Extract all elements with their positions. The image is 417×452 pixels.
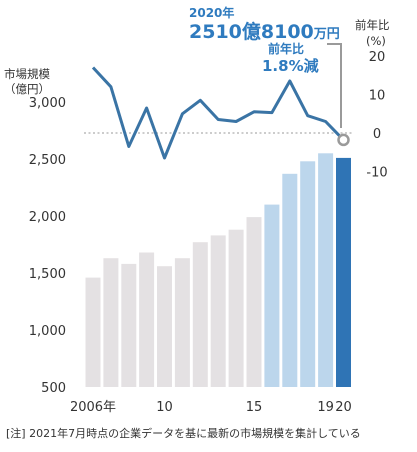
callout-value-number: 2510億8100 — [189, 20, 314, 43]
bar-series — [85, 153, 351, 387]
callout-leader-line — [327, 43, 342, 128]
x-tick-label: 2006年 — [70, 400, 116, 415]
x-tick-label: 15 — [246, 400, 263, 415]
right-tick-label: 0 — [373, 127, 381, 142]
callout-value: 2510億8100万円 — [189, 20, 340, 43]
right-axis-title-line2: (%) — [366, 34, 386, 48]
callout-change-value: 1.8%減 — [262, 57, 319, 75]
bar-2006 — [85, 277, 101, 387]
left-axis-ticks: 500 1,000 1,500 2,000 2,500 3,000 — [29, 96, 66, 396]
left-tick-label: 2,500 — [29, 153, 66, 168]
bar-2016 — [264, 204, 280, 387]
bar-2020 — [336, 157, 351, 387]
x-axis-ticks: 2006年 10 15 19 20 — [70, 400, 352, 415]
left-tick-label: 1,000 — [29, 324, 66, 339]
left-axis-title-line1: 市場規模 — [4, 67, 50, 81]
bar-2019 — [318, 153, 334, 387]
callout-value-unit: 万円 — [313, 27, 340, 42]
bar-2014 — [228, 229, 244, 387]
bar-2015 — [246, 217, 262, 387]
bar-2007 — [103, 258, 119, 387]
right-axis-ticks: -10 0 10 20 — [366, 50, 387, 181]
callout: 2020年 2510億8100万円 前年比 1.8%減 — [189, 5, 350, 147]
right-tick-label: 20 — [369, 50, 386, 65]
left-axis-title-line2: （億円） — [4, 82, 50, 96]
market-size-chart: 500 1,000 1,500 2,000 2,500 3,000 -10 0 10 20 20… — [4, 5, 390, 415]
right-tick-label: 10 — [369, 89, 386, 104]
bar-2018 — [300, 161, 316, 387]
bar-2010 — [157, 266, 172, 387]
yoy-change-line — [91, 66, 345, 160]
x-tick-label: 10 — [156, 400, 173, 415]
bar-2012 — [192, 242, 208, 387]
bar-2008 — [121, 263, 137, 387]
x-tick-label: 20 — [335, 400, 352, 415]
right-axis-title-line1: 前年比 — [355, 18, 390, 32]
left-tick-label: 500 — [41, 381, 66, 396]
right-tick-label: -10 — [366, 166, 387, 181]
callout-change-label: 前年比 — [268, 41, 304, 56]
bar-2009 — [139, 252, 155, 387]
bar-2011 — [174, 258, 190, 387]
callout-marker — [337, 133, 350, 147]
left-tick-label: 1,500 — [29, 267, 66, 282]
bar-2017 — [282, 173, 298, 387]
footnote: [注] 2021年7月時点の企業データを基に最新の市場規模を集計している — [6, 427, 361, 440]
left-tick-label: 3,000 — [29, 96, 66, 111]
bar-2013 — [210, 235, 226, 387]
left-tick-label: 2,000 — [29, 210, 66, 225]
callout-year: 2020年 — [189, 5, 234, 20]
x-tick-label: 19 — [317, 400, 334, 415]
